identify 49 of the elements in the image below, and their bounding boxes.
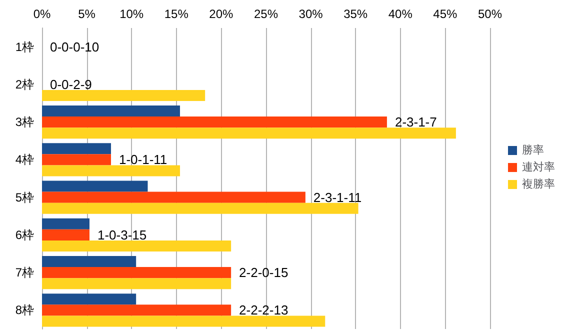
bar [42,304,232,316]
bar [42,154,111,166]
x-tick-label: 10% [120,7,144,21]
data-label: 2-3-1-11 [313,190,362,205]
bar [42,90,206,101]
data-label: 0-0-0-10 [50,39,100,54]
y-tick-label: 7枠 [15,266,34,280]
x-tick-label: 0% [33,7,51,21]
y-tick-label: 5枠 [15,190,34,204]
y-tick-label: 8枠 [15,303,34,318]
x-tick-label: 30% [298,7,324,21]
x-tick-label: 45% [433,7,458,21]
bar [42,202,358,214]
x-tick-label: 20% [209,7,234,21]
data-label: 0-0-2-9 [50,76,92,92]
y-tick-label: 2枠 [15,77,34,92]
legend-label: 勝率 [522,144,544,156]
bar [42,256,136,268]
x-tick-label: 15% [164,7,189,21]
bar [42,106,180,117]
bar [42,240,232,252]
bar [42,316,326,327]
bar [42,128,456,139]
bar [42,116,387,128]
data-label: 2-3-1-7 [394,114,437,130]
x-tick-label: 25% [254,7,278,21]
x-tick-label: 50% [478,7,502,21]
bar [42,165,180,176]
legend-label: 複勝率 [522,178,555,190]
bar [42,278,232,290]
y-tick-label: 6枠 [15,228,34,242]
bar [42,294,136,305]
y-tick-label: 4枠 [15,152,34,167]
bar [42,218,90,230]
bar [42,143,111,154]
x-tick-label: 5% [78,7,96,21]
bar [42,267,232,278]
y-tick-label: 3枠 [15,115,34,130]
y-tick-label: 1枠 [15,40,34,54]
data-label: 2-2-2-13 [239,302,288,318]
x-tick-label: 40% [388,7,413,21]
data-label: 2-2-0-15 [239,265,288,280]
data-label: 1-0-1-11 [118,152,168,168]
bar [42,229,90,240]
data-label: 1-0-3-15 [97,227,147,242]
bar [42,180,148,192]
legend-label: 連対率 [522,160,555,174]
x-tick-label: 35% [344,7,368,21]
bar [42,192,306,203]
